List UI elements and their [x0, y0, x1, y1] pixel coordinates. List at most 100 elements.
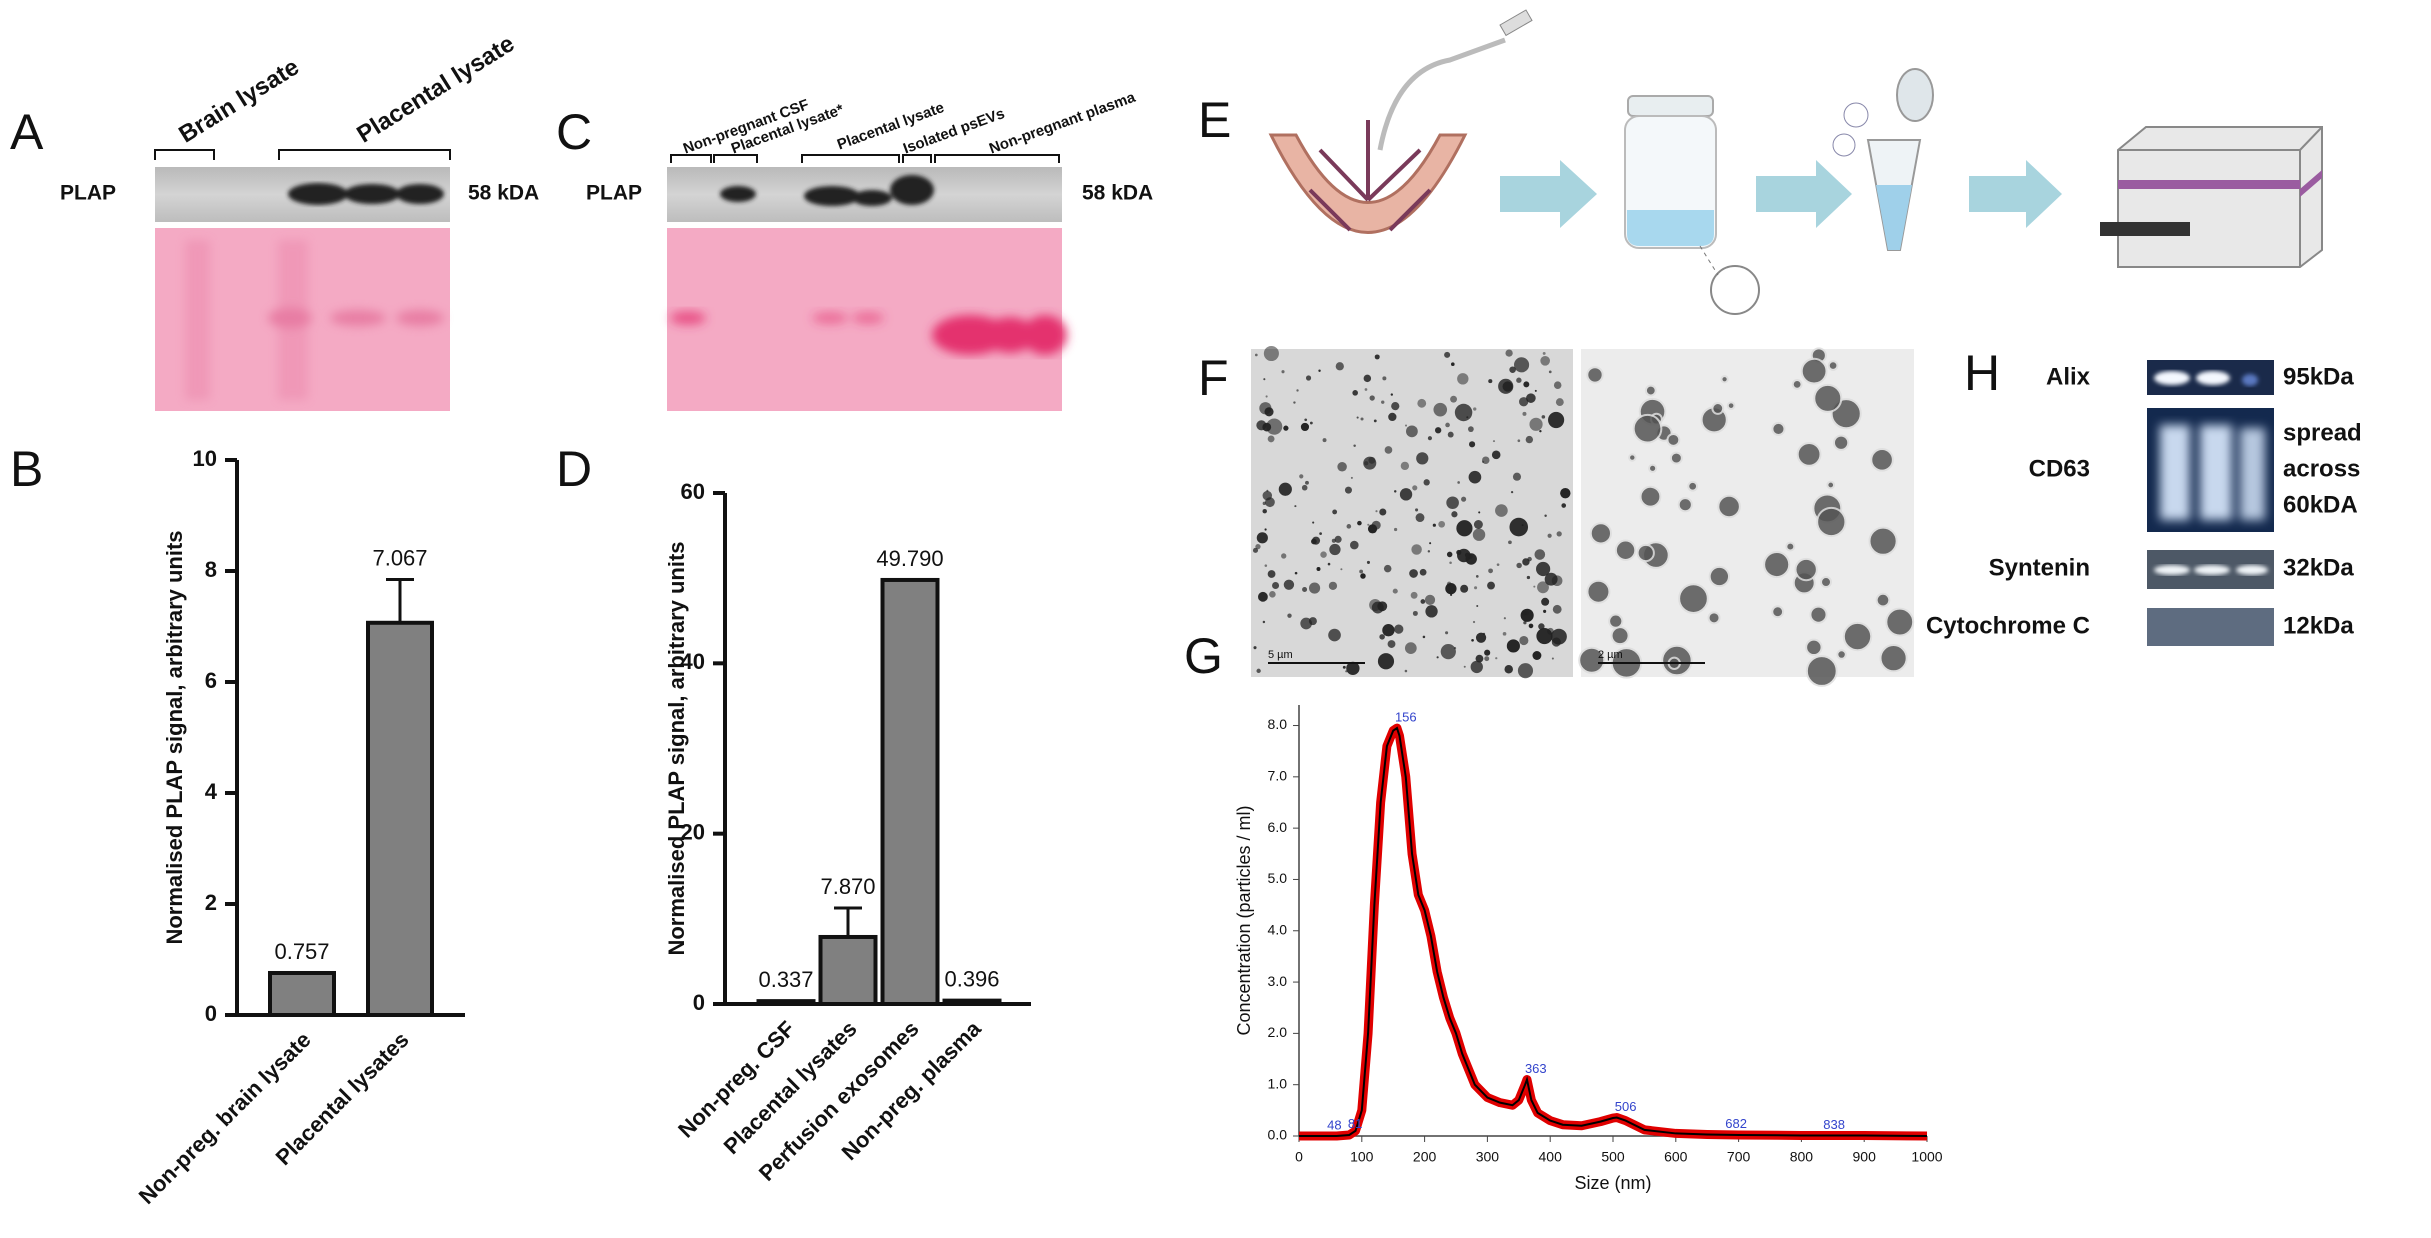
tem-vesicle	[1666, 432, 1681, 447]
tem-vesicle	[1614, 539, 1637, 561]
tem-particle	[1523, 381, 1530, 388]
tem-vesicle	[1648, 463, 1658, 473]
tem-particle	[1525, 435, 1534, 444]
tem-vesicle	[1677, 497, 1693, 513]
tem-vesicle	[1771, 605, 1785, 619]
tem-particle	[1400, 461, 1410, 471]
panel-label: C	[556, 104, 592, 160]
tem-particle	[1514, 357, 1530, 373]
error-bar	[834, 906, 862, 937]
tem-particle	[1379, 508, 1387, 516]
error-band	[1299, 723, 1928, 1141]
tem-particle	[1556, 531, 1562, 537]
tem-vesicle	[1720, 375, 1729, 384]
tem-particle	[1337, 461, 1347, 472]
peak-label: 48	[1327, 1117, 1341, 1132]
x-tick-label: 0	[1295, 1149, 1303, 1165]
tem-particle	[1316, 566, 1321, 571]
tem-vesicle	[1711, 402, 1725, 415]
tem-particle	[1526, 575, 1531, 580]
tem-particle	[1517, 439, 1521, 443]
tem-particle	[1404, 424, 1408, 427]
protein-label: Alix	[2046, 363, 2091, 390]
tem-vesicle	[1708, 565, 1731, 588]
tem-particle	[1308, 617, 1317, 626]
tem-particle	[1529, 417, 1543, 431]
tem-particle	[1299, 474, 1304, 479]
tem-particle	[1415, 508, 1419, 512]
tem-particle	[1551, 657, 1554, 660]
tem-particle	[1255, 543, 1261, 550]
tem-particle	[1538, 623, 1545, 630]
tem-particle	[1305, 375, 1312, 381]
tem-particle	[1369, 395, 1375, 401]
tem-particle	[1450, 395, 1458, 403]
line	[1299, 726, 1928, 1137]
value-label: 0.757	[274, 939, 329, 964]
bar	[366, 620, 434, 1017]
tem-particle	[1394, 527, 1398, 532]
tem-particle	[1440, 643, 1456, 660]
bar	[880, 577, 940, 1006]
protein-label: PLAP	[60, 182, 116, 205]
tem-particle	[1519, 397, 1529, 407]
tem-particle	[1425, 605, 1438, 618]
size-label: 95kDa	[2283, 363, 2354, 390]
tem-particle	[1508, 540, 1512, 545]
x-tick-label: 400	[1539, 1149, 1563, 1165]
tem-vesicle	[1586, 366, 1604, 384]
tem-vesicle	[1836, 649, 1847, 660]
tem-particle	[1445, 631, 1449, 635]
tem-particle	[1320, 551, 1327, 558]
tem-particle	[1332, 509, 1338, 515]
tem-particle	[1512, 472, 1522, 481]
x-tick-label: 500	[1601, 1149, 1625, 1165]
tem-vesicle	[1879, 644, 1908, 673]
tem-particle	[1488, 379, 1493, 384]
tem-vesicle	[1644, 384, 1657, 397]
bracket	[154, 149, 451, 160]
tem-particle	[1427, 436, 1432, 441]
tem-particle	[1427, 550, 1431, 553]
peak-label: 81	[1348, 1116, 1362, 1131]
tem-particle	[1478, 511, 1481, 514]
tem-particle	[1510, 490, 1514, 494]
tem-particle	[1484, 656, 1490, 662]
tem-particle	[1302, 586, 1308, 592]
tem-particle	[1520, 608, 1534, 622]
tem-particle	[1444, 351, 1451, 358]
y-tick-label: 0.0	[1268, 1127, 1288, 1143]
peak-label: 838	[1823, 1117, 1845, 1132]
tem-particle	[1446, 496, 1459, 510]
x-tick-label: Non-preg. brain lysate	[134, 1027, 316, 1209]
tem-particle	[1360, 417, 1364, 421]
tem-particle	[1468, 470, 1482, 484]
tem-particle	[1269, 591, 1276, 598]
tem-vesicle	[1578, 646, 1606, 674]
tem-vesicle	[1800, 357, 1828, 385]
panel-label: B	[10, 441, 43, 497]
tem-particle	[1464, 552, 1470, 558]
x-tick-label: 800	[1790, 1149, 1814, 1165]
x-axis-label: Size (nm)	[1574, 1173, 1651, 1193]
tem-particle	[1420, 599, 1426, 604]
tem-particle	[1357, 520, 1362, 526]
tem-particle	[1404, 642, 1417, 654]
tem-particle	[1294, 505, 1297, 508]
error-bar	[386, 577, 414, 623]
tem-particle	[1516, 562, 1522, 569]
tem-particle	[1411, 544, 1422, 555]
y-tick-label: 1.0	[1268, 1075, 1288, 1091]
tem-particle	[1495, 504, 1508, 517]
bar	[268, 970, 336, 1018]
tem-particle	[1468, 426, 1474, 433]
tem-vesicle	[1791, 379, 1803, 390]
y-tick-label: 2.0	[1268, 1024, 1288, 1040]
tem-vesicle	[1707, 611, 1721, 625]
tem-particle	[1328, 581, 1338, 591]
tem-particle	[1258, 591, 1268, 602]
tem-vesicle	[1717, 494, 1741, 519]
tem-particle	[1474, 586, 1478, 590]
tem-vesicle	[1726, 401, 1736, 410]
tem-particle	[1539, 429, 1542, 433]
